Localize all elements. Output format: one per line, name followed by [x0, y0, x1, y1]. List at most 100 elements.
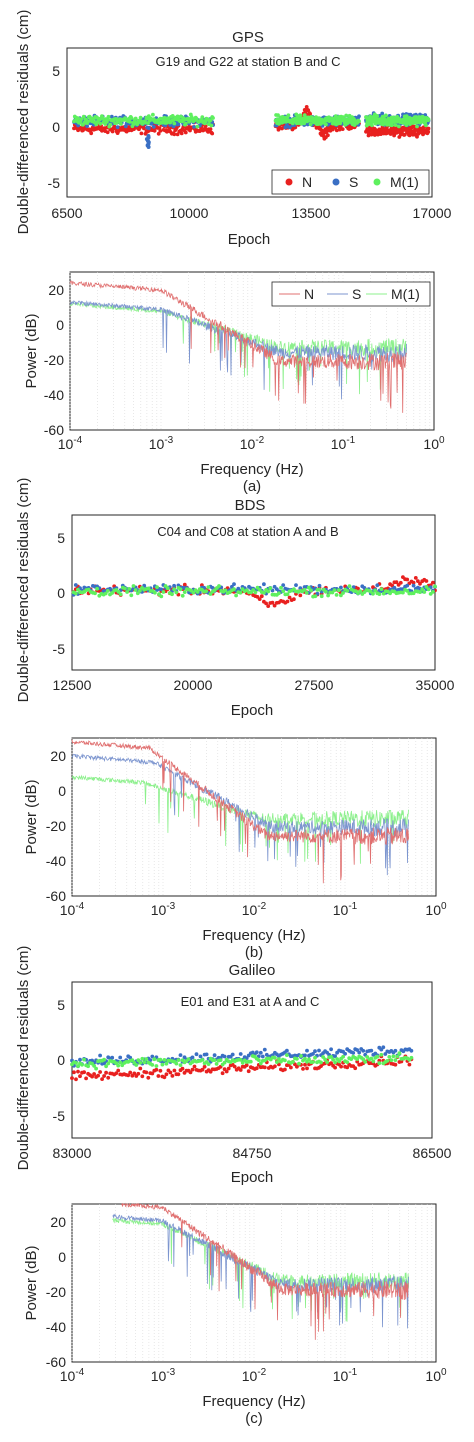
residual-point-m1	[325, 1060, 329, 1064]
residual-point-n	[182, 582, 187, 587]
tick-exponent: -2	[257, 901, 266, 912]
residual-point-s	[146, 145, 151, 149]
residual-point-m1	[341, 591, 345, 595]
residual-point-n	[345, 1065, 350, 1070]
residual-point-n	[84, 1076, 88, 1081]
residual-point-s	[176, 122, 181, 127]
residual-point-m1	[108, 122, 113, 127]
y-tick-label: -60	[44, 422, 64, 438]
residual-point-m1	[130, 1058, 135, 1063]
residual-point-m1	[299, 1054, 303, 1058]
residual-point-n	[424, 579, 429, 583]
y-tick-label: 5	[52, 63, 60, 79]
residual-point-m1	[178, 1063, 183, 1067]
residual-point-n	[305, 1066, 309, 1071]
residual-point-m1	[80, 1062, 84, 1067]
residual-point-s	[85, 124, 89, 128]
residual-point-n	[90, 1074, 94, 1079]
residual-point-n	[183, 130, 188, 135]
residual-point-m1	[370, 123, 374, 128]
x-tick-label: 6500	[51, 205, 82, 221]
residual-point-n	[138, 1066, 143, 1071]
residual-point-m1	[125, 590, 129, 594]
y-tick-label: 0	[58, 783, 66, 799]
residual-point-m1	[134, 1063, 139, 1067]
residual-point-s	[198, 1054, 203, 1059]
residual-point-s	[118, 1055, 123, 1060]
residual-point-s	[115, 125, 120, 130]
x-tick-label: 84750	[233, 1145, 272, 1161]
residual-point-s	[151, 124, 156, 129]
residual-point-m1	[306, 585, 311, 590]
residual-point-n	[190, 1067, 195, 1072]
residual-point-s	[98, 1053, 102, 1058]
tick-exponent: 0	[441, 1367, 447, 1378]
residual-point-m1	[331, 1057, 335, 1062]
residual-point-m1	[159, 594, 164, 599]
residual-point-s	[192, 125, 197, 129]
legend-label-m1: M(1)	[391, 286, 420, 302]
residual-point-n	[333, 1065, 337, 1070]
residual-point-m1	[151, 112, 155, 117]
residual-point-n	[208, 127, 213, 131]
residual-point-n	[405, 577, 410, 582]
residual-point-s	[311, 1052, 315, 1056]
x-tick-label: 10-4	[60, 901, 85, 918]
residual-point-m1	[409, 1055, 414, 1060]
residual-point-m1	[285, 1053, 289, 1057]
residual-point-n	[132, 1071, 137, 1076]
residual-point-m1	[253, 590, 258, 595]
x-tick-label: 10-3	[151, 901, 176, 918]
residual-point-m1	[119, 122, 123, 126]
chart-annotation: C04 and C08 at station A and B	[157, 524, 338, 539]
residual-point-n	[144, 1070, 149, 1075]
residual-point-n	[156, 131, 161, 136]
residual-point-m1	[160, 1062, 165, 1067]
residual-point-m1	[285, 592, 290, 597]
x-tick-label: 10000	[170, 205, 209, 221]
residual-point-n	[399, 1059, 404, 1064]
residual-point-s	[262, 1047, 267, 1052]
residual-point-s	[411, 583, 416, 588]
legend-box	[271, 169, 430, 195]
x-tick-label: 17000	[413, 205, 452, 221]
tick-exponent: -1	[348, 1367, 357, 1378]
residual-point-n	[340, 127, 345, 131]
residual-point-m1	[333, 1060, 337, 1065]
residual-point-n	[413, 576, 418, 580]
x-tick-label: 10-1	[331, 435, 356, 452]
residual-point-m1	[358, 589, 363, 593]
residual-point-m1	[303, 1056, 307, 1061]
residual-point-m1	[165, 586, 170, 591]
x-tick-label: 100	[423, 435, 445, 452]
residual-point-s	[281, 583, 286, 587]
residual-point-n	[152, 128, 157, 133]
x-tick-label: 86500	[413, 1145, 452, 1161]
x-tick-label: 35000	[416, 677, 455, 693]
residual-point-n	[110, 129, 115, 134]
residual-point-m1	[118, 1060, 123, 1065]
residual-point-n	[170, 1074, 175, 1078]
residual-point-n	[136, 1071, 141, 1076]
residual-point-n	[301, 1067, 305, 1071]
residual-point-m1	[218, 1058, 223, 1062]
bds-residuals-chart: BDS C04 and C08 at station A and B 5 0 -…	[15, 478, 455, 719]
residual-point-m1	[311, 1060, 315, 1064]
residual-point-m1	[379, 1052, 384, 1057]
residual-point-m1	[326, 593, 330, 598]
residual-point-m1	[135, 591, 140, 596]
residual-point-m1	[319, 594, 324, 599]
residual-point-m1	[138, 1060, 143, 1065]
residual-point-m1	[268, 586, 273, 591]
residual-point-m1	[302, 588, 307, 592]
x-tick-label: 10-1	[333, 1367, 358, 1384]
residual-point-s	[204, 1052, 209, 1057]
residual-point-s	[369, 1048, 374, 1053]
residual-point-m1	[209, 123, 214, 128]
residual-point-m1	[248, 1059, 253, 1064]
residual-point-m1	[373, 588, 377, 593]
residual-point-n	[394, 580, 399, 585]
residual-point-n	[162, 1075, 167, 1080]
residual-point-n	[416, 579, 420, 583]
